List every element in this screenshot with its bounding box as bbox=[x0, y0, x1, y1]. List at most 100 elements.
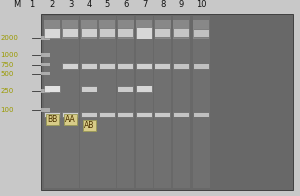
Bar bbox=[118, 29, 134, 37]
Bar bbox=[173, 20, 189, 39]
Bar bbox=[61, 16, 79, 188]
Bar bbox=[136, 16, 153, 188]
Bar bbox=[63, 113, 78, 117]
Bar bbox=[118, 113, 134, 117]
Bar bbox=[154, 63, 171, 70]
Text: 1: 1 bbox=[29, 0, 34, 9]
Text: 2: 2 bbox=[50, 0, 55, 9]
Bar bbox=[40, 14, 292, 190]
Bar bbox=[81, 86, 98, 93]
Bar bbox=[118, 63, 134, 70]
Bar bbox=[81, 63, 98, 70]
Bar bbox=[118, 64, 134, 69]
Bar bbox=[100, 29, 115, 37]
Bar bbox=[137, 113, 152, 117]
Bar bbox=[45, 29, 60, 38]
Bar bbox=[63, 29, 78, 37]
Bar bbox=[62, 63, 79, 70]
Text: 7: 7 bbox=[142, 0, 147, 9]
Text: 5: 5 bbox=[105, 0, 110, 9]
Bar bbox=[118, 20, 134, 39]
Bar bbox=[136, 27, 153, 40]
Bar bbox=[154, 16, 171, 188]
Bar bbox=[63, 64, 78, 69]
Text: 10: 10 bbox=[196, 0, 207, 9]
Bar bbox=[81, 112, 98, 118]
Bar bbox=[44, 86, 61, 93]
Bar bbox=[82, 64, 97, 69]
Bar bbox=[44, 16, 61, 188]
Text: 2000: 2000 bbox=[1, 35, 19, 41]
Text: 6: 6 bbox=[123, 0, 129, 9]
Bar bbox=[82, 113, 97, 117]
Bar bbox=[136, 86, 153, 93]
Bar bbox=[40, 72, 50, 75]
Text: 500: 500 bbox=[1, 71, 14, 76]
Bar bbox=[40, 36, 50, 40]
Text: 100: 100 bbox=[1, 107, 14, 113]
Bar bbox=[62, 20, 78, 39]
Bar bbox=[40, 89, 50, 93]
Bar bbox=[44, 28, 61, 39]
Bar bbox=[118, 87, 134, 92]
Bar bbox=[40, 53, 50, 57]
Bar bbox=[194, 30, 209, 37]
Bar bbox=[155, 113, 170, 117]
Bar bbox=[80, 16, 98, 188]
Bar bbox=[62, 28, 79, 38]
Text: 4: 4 bbox=[86, 0, 92, 9]
Bar bbox=[81, 20, 97, 39]
Text: 9: 9 bbox=[179, 0, 184, 9]
Bar bbox=[99, 63, 116, 70]
Bar bbox=[40, 63, 50, 66]
Bar bbox=[137, 28, 152, 39]
Text: 750: 750 bbox=[1, 62, 14, 68]
Bar bbox=[173, 112, 190, 117]
Bar bbox=[81, 28, 98, 38]
Text: 3: 3 bbox=[68, 0, 73, 9]
Bar bbox=[136, 63, 153, 70]
Bar bbox=[118, 28, 134, 38]
Bar bbox=[154, 20, 171, 39]
Text: M: M bbox=[13, 0, 20, 9]
Bar bbox=[194, 64, 210, 70]
Bar bbox=[193, 20, 209, 39]
Bar bbox=[44, 112, 61, 118]
Bar bbox=[155, 64, 170, 69]
Text: BB: BB bbox=[47, 115, 58, 124]
Bar bbox=[99, 28, 116, 38]
Bar bbox=[194, 29, 210, 38]
Text: AA: AA bbox=[65, 115, 76, 124]
Bar bbox=[45, 113, 60, 117]
Bar bbox=[100, 64, 115, 69]
Bar bbox=[174, 64, 189, 69]
Bar bbox=[62, 112, 79, 118]
Bar bbox=[137, 86, 152, 92]
Bar bbox=[136, 112, 153, 118]
Bar bbox=[174, 29, 189, 37]
Bar bbox=[172, 16, 190, 188]
Bar bbox=[45, 86, 60, 92]
Text: 250: 250 bbox=[1, 88, 14, 94]
Bar bbox=[154, 28, 171, 38]
Bar bbox=[155, 29, 170, 37]
Bar bbox=[98, 16, 116, 188]
Bar bbox=[118, 112, 134, 118]
Bar bbox=[194, 113, 209, 116]
Text: 8: 8 bbox=[160, 0, 166, 9]
Bar bbox=[40, 108, 50, 112]
Bar bbox=[154, 112, 171, 118]
Bar bbox=[117, 16, 134, 188]
Bar bbox=[194, 112, 210, 117]
Bar bbox=[44, 20, 60, 39]
Bar bbox=[82, 87, 97, 92]
Bar bbox=[173, 29, 190, 38]
Bar bbox=[194, 64, 209, 69]
Bar bbox=[136, 20, 152, 39]
Text: AB: AB bbox=[84, 121, 94, 130]
Bar bbox=[118, 86, 134, 93]
Bar bbox=[99, 20, 115, 39]
Bar bbox=[82, 29, 97, 37]
Bar bbox=[100, 113, 115, 117]
Bar bbox=[174, 113, 189, 117]
